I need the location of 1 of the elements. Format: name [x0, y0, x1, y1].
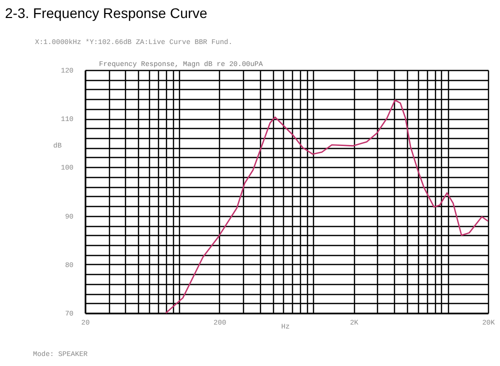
- chart-title: 2-3. Frequency Response Curve: [5, 5, 208, 21]
